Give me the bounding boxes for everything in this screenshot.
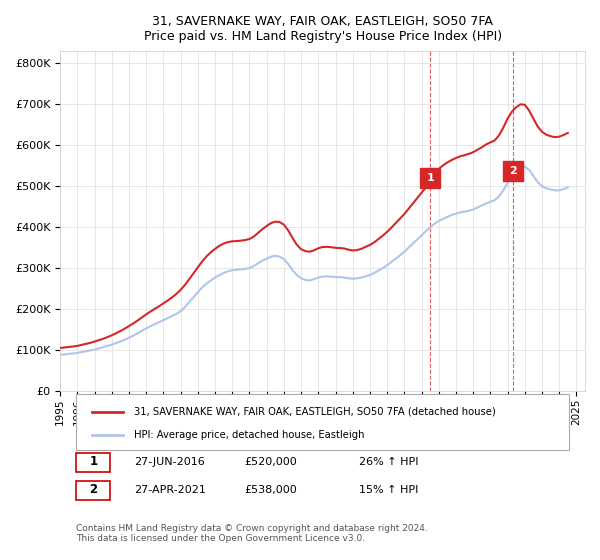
Text: 31, SAVERNAKE WAY, FAIR OAK, EASTLEIGH, SO50 7FA (detached house): 31, SAVERNAKE WAY, FAIR OAK, EASTLEIGH, …: [134, 407, 496, 417]
Text: 1: 1: [426, 173, 434, 183]
Text: 15% ↑ HPI: 15% ↑ HPI: [359, 485, 419, 495]
Text: 2: 2: [509, 166, 517, 176]
Text: 27-JUN-2016: 27-JUN-2016: [134, 457, 205, 467]
Text: 26% ↑ HPI: 26% ↑ HPI: [359, 457, 419, 467]
FancyBboxPatch shape: [76, 481, 110, 500]
Text: 2: 2: [89, 483, 97, 496]
Title: 31, SAVERNAKE WAY, FAIR OAK, EASTLEIGH, SO50 7FA
Price paid vs. HM Land Registry: 31, SAVERNAKE WAY, FAIR OAK, EASTLEIGH, …: [143, 15, 502, 43]
Text: Contains HM Land Registry data © Crown copyright and database right 2024.
This d: Contains HM Land Registry data © Crown c…: [76, 524, 428, 543]
Text: £520,000: £520,000: [244, 457, 296, 467]
Text: £538,000: £538,000: [244, 485, 296, 495]
FancyBboxPatch shape: [76, 394, 569, 450]
Text: 1: 1: [89, 455, 97, 468]
Text: HPI: Average price, detached house, Eastleigh: HPI: Average price, detached house, East…: [134, 430, 364, 440]
Text: 27-APR-2021: 27-APR-2021: [134, 485, 206, 495]
FancyBboxPatch shape: [76, 453, 110, 472]
